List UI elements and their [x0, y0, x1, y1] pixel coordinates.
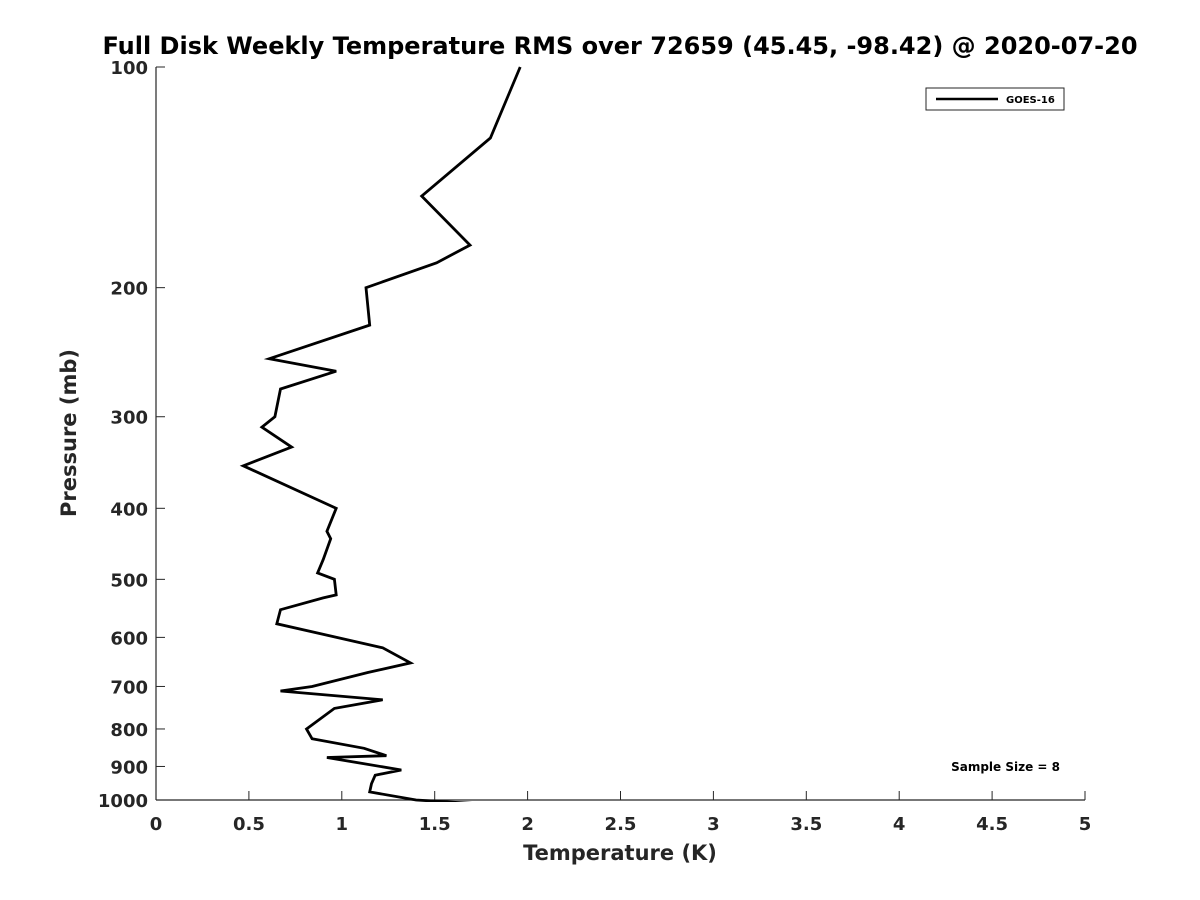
legend-label-goes16: GOES-16	[1006, 95, 1055, 106]
y-tick-label: 200	[110, 279, 148, 300]
sample-size-annotation: Sample Size = 8	[951, 760, 1060, 774]
chart-title: Full Disk Weekly Temperature RMS over 72…	[102, 32, 1137, 60]
y-tick-label: 700	[110, 677, 148, 698]
x-tick-label: 3.5	[790, 814, 822, 835]
y-tick-label: 1000	[98, 791, 148, 812]
legend: GOES-16	[925, 87, 1065, 111]
x-tick-label: 0	[150, 814, 163, 835]
y-axis-label: Pressure (mb)	[57, 349, 81, 517]
y-tick-label: 800	[110, 720, 148, 741]
x-tick-label: 5	[1079, 814, 1092, 835]
y-tick-label: 500	[110, 570, 148, 591]
y-tick-label: 600	[110, 628, 148, 649]
x-tick-label: 2	[521, 814, 534, 835]
x-tick-label: 1.5	[419, 814, 451, 835]
y-tick-label: 900	[110, 757, 148, 778]
x-tick-label: 4.5	[976, 814, 1008, 835]
x-tick-label: 4	[893, 814, 906, 835]
tick-group: 0 0.5 1 1.5 2 2.5 3 3.5 4 4.5 5 100 200 300 400 500 600 7…	[98, 58, 1091, 835]
x-tick-label: 3	[707, 814, 720, 835]
y-tick-label: 100	[110, 58, 148, 79]
series-line-goes-16	[239, 66, 522, 802]
x-tick-label: 0.5	[233, 814, 265, 835]
series-group	[239, 66, 522, 802]
y-tick-label: 400	[110, 499, 148, 520]
x-axis-label: Temperature (K)	[523, 841, 717, 865]
x-tick-label: 1	[336, 814, 349, 835]
x-tick-label: 2.5	[605, 814, 637, 835]
y-tick-label: 300	[110, 408, 148, 429]
